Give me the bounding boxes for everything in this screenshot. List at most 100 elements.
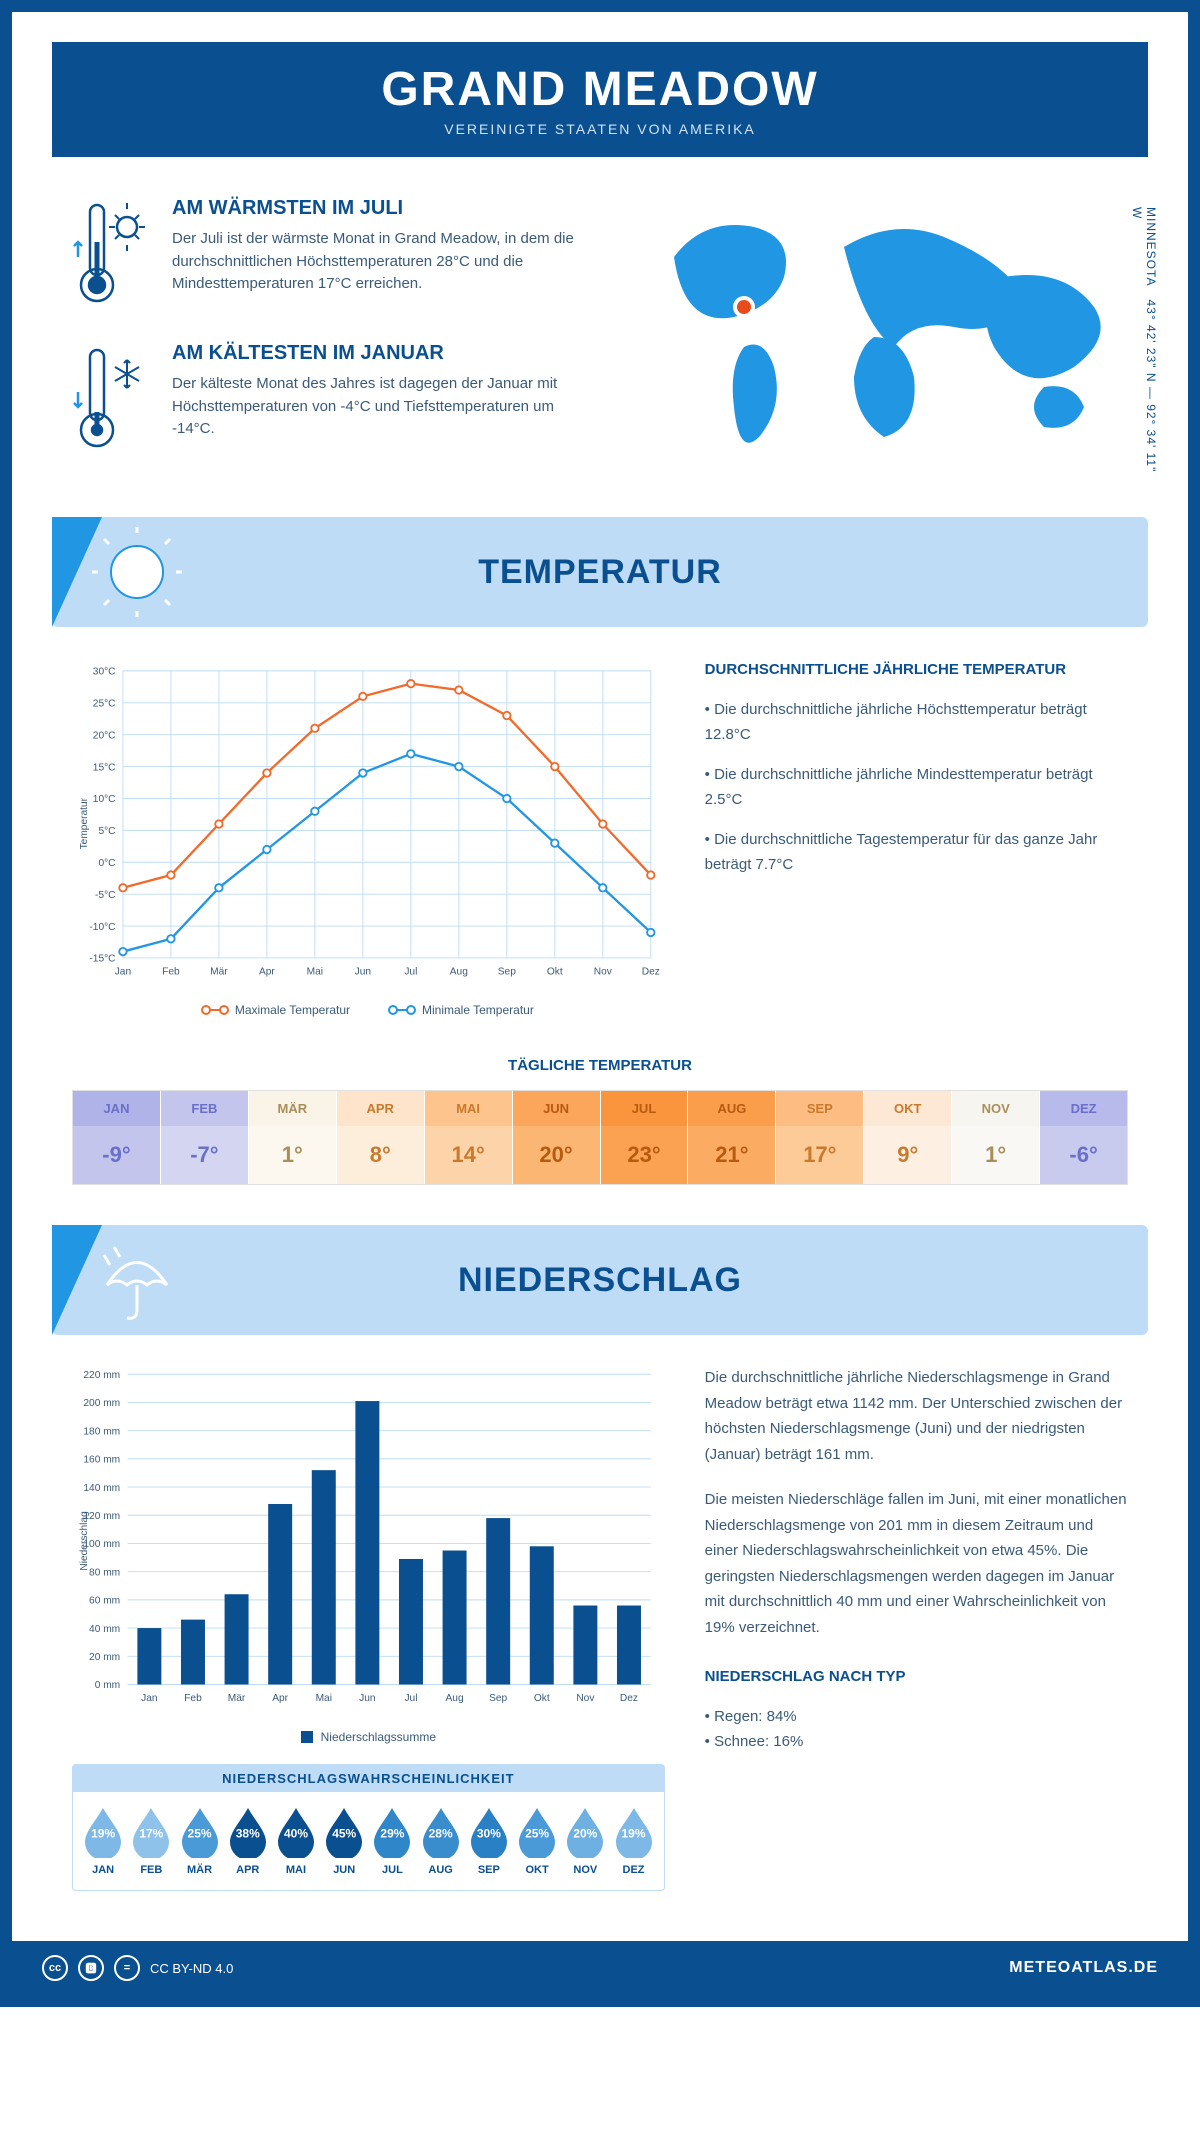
chart-legend: Niederschlagssumme [72,1730,665,1744]
daily-temp-table: JAN-9°FEB-7°MÄR1°APR8°MAI14°JUN20°JUL23°… [72,1090,1128,1185]
svg-text:Aug: Aug [450,967,468,978]
world-map-icon [620,197,1128,457]
precipitation-bar-chart: 0 mm20 mm40 mm60 mm80 mm100 mm120 mm140 … [72,1365,665,1717]
svg-text:Jun: Jun [359,1694,375,1705]
chart-legend: Maximale Temperatur Minimale Temperatur [72,1003,665,1017]
section-banner-temperature: TEMPERATUR [52,517,1148,627]
svg-text:Apr: Apr [259,967,275,978]
fact-text: Der Juli ist der wärmste Monat in Grand … [172,228,580,296]
svg-text:20 mm: 20 mm [89,1652,120,1663]
fact-title: AM WÄRMSTEN IM JULI [172,197,580,220]
bullet: • Die durchschnittliche jährliche Höchst… [705,697,1128,748]
precip-drop: 25%OKT [515,1806,559,1876]
svg-text:0°C: 0°C [98,858,115,869]
temp-cell: JUL23° [601,1091,689,1184]
precip-drop: 25%MÄR [177,1806,221,1876]
svg-text:Nov: Nov [576,1694,595,1705]
temp-cell: APR8° [337,1091,425,1184]
thermometer-sun-icon [72,197,152,312]
svg-text:30°C: 30°C [93,667,116,678]
precip-drop: 30%SEP [467,1806,511,1876]
svg-text:Sep: Sep [489,1694,507,1705]
precip-paragraph: Die durchschnittliche jährliche Niedersc… [705,1365,1128,1467]
temperature-line-chart: -15°C-10°C-5°C0°C5°C10°C15°C20°C25°C30°C… [72,657,665,990]
svg-text:Jul: Jul [404,1694,417,1705]
section-title: TEMPERATUR [478,553,722,592]
fact-coldest: AM KÄLTESTEN IM JANUAR Der kälteste Mona… [72,342,580,457]
precip-drop: 29%JUL [370,1806,414,1876]
cc-icon: cc [42,1955,68,1981]
umbrella-icon [92,1235,182,1325]
temp-cell: OKT9° [864,1091,952,1184]
svg-text:-10°C: -10°C [89,922,115,933]
svg-text:Sep: Sep [498,967,516,978]
license-text: CC BY-ND 4.0 [150,1961,233,1976]
intro-row: AM WÄRMSTEN IM JULI Der Juli ist der wär… [12,157,1188,517]
bullet: • Schnee: 16% [705,1729,1128,1755]
daily-temp-title: TÄGLICHE TEMPERATUR [12,1057,1188,1074]
fact-warmest: AM WÄRMSTEN IM JULI Der Juli ist der wär… [72,197,580,312]
svg-text:25°C: 25°C [93,698,116,709]
temp-cell: FEB-7° [161,1091,249,1184]
fact-text: Der kälteste Monat des Jahres ist dagege… [172,373,580,441]
fact-title: AM KÄLTESTEN IM JANUAR [172,342,580,365]
svg-text:Feb: Feb [162,967,180,978]
svg-text:Mai: Mai [316,1694,332,1705]
svg-text:180 mm: 180 mm [83,1427,120,1438]
svg-text:Okt: Okt [534,1694,550,1705]
temp-cell: AUG21° [688,1091,776,1184]
precip-drop: 28%AUG [419,1806,463,1876]
precip-drop: 40%MAI [274,1806,318,1876]
precip-paragraph: Die meisten Niederschläge fallen im Juni… [705,1487,1128,1640]
bullet: • Die durchschnittliche Tagestemperatur … [705,827,1128,878]
svg-text:0 mm: 0 mm [95,1681,120,1692]
svg-text:Mär: Mär [210,967,228,978]
svg-text:140 mm: 140 mm [83,1483,120,1494]
svg-text:Jul: Jul [404,967,417,978]
temp-cell: MAI14° [425,1091,513,1184]
thermometer-snow-icon [72,342,152,457]
prob-title: NIEDERSCHLAGSWAHRSCHEINLICHKEIT [73,1765,664,1792]
precip-drop: 38%APR [226,1806,270,1876]
svg-text:Temperatur: Temperatur [79,797,90,849]
temp-cell: MÄR1° [249,1091,337,1184]
by-icon: 🅱 [78,1955,104,1981]
svg-text:80 mm: 80 mm [89,1568,120,1579]
coordinates-label: MINNESOTA 43° 42' 23" N — 92° 34' 11" W [1130,207,1158,487]
infographic-page: GRAND MEADOW VEREINIGTE STAATEN VON AMER… [0,0,1200,2007]
temp-cell: DEZ-6° [1040,1091,1127,1184]
bullet: • Die durchschnittliche jährliche Mindes… [705,762,1128,813]
svg-text:Dez: Dez [620,1694,638,1705]
svg-text:5°C: 5°C [98,826,115,837]
header-banner: GRAND MEADOW VEREINIGTE STAATEN VON AMER… [52,42,1148,157]
svg-text:200 mm: 200 mm [83,1399,120,1410]
svg-text:15°C: 15°C [93,762,116,773]
page-subtitle: VEREINIGTE STAATEN VON AMERIKA [52,121,1148,137]
svg-text:60 mm: 60 mm [89,1596,120,1607]
svg-text:20°C: 20°C [93,730,116,741]
svg-text:Apr: Apr [272,1694,288,1705]
svg-text:Mai: Mai [307,967,323,978]
svg-text:220 mm: 220 mm [83,1370,120,1381]
precip-drop: 19%JAN [81,1806,125,1876]
precip-drop: 19%DEZ [611,1806,655,1876]
side-title: DURCHSCHNITTLICHE JÄHRLICHE TEMPERATUR [705,657,1128,683]
svg-text:Mär: Mär [228,1694,246,1705]
temp-cell: NOV1° [952,1091,1040,1184]
svg-text:-5°C: -5°C [95,890,115,901]
precip-drop: 45%JUN [322,1806,366,1876]
svg-text:Aug: Aug [446,1694,464,1705]
svg-text:Niederschlag: Niederschlag [79,1512,90,1571]
svg-text:160 mm: 160 mm [83,1455,120,1466]
section-title: NIEDERSCHLAG [458,1261,742,1300]
section-banner-precipitation: NIEDERSCHLAG [52,1225,1148,1335]
temp-cell: JAN-9° [73,1091,161,1184]
svg-text:Jan: Jan [141,1694,157,1705]
precip-drop: 17%FEB [129,1806,173,1876]
page-title: GRAND MEADOW [52,62,1148,117]
svg-text:Nov: Nov [594,967,613,978]
bullet: • Regen: 84% [705,1704,1128,1730]
temp-cell: SEP17° [776,1091,864,1184]
precip-type-title: NIEDERSCHLAG NACH TYP [705,1664,1128,1690]
brand-label: METEOATLAS.DE [1009,1959,1158,1977]
